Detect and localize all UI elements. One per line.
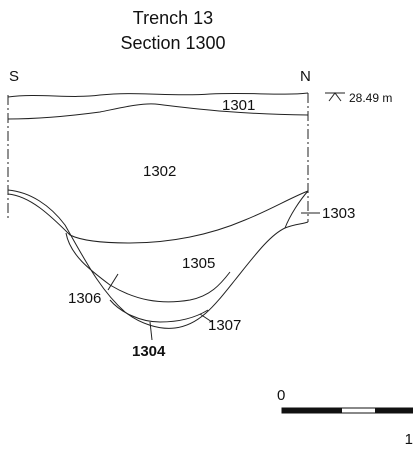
layer-label: 1307 <box>208 317 241 334</box>
direction-label: N <box>300 68 311 85</box>
scale-label: 0 <box>277 387 285 404</box>
section-lines <box>7 92 320 341</box>
layer-label: 1303 <box>322 205 355 222</box>
datum-label: 28.49 m <box>349 91 392 105</box>
direction-label: S <box>9 68 19 85</box>
datum-marker <box>325 92 345 102</box>
layer-label: 1304 <box>132 343 166 360</box>
scale-label: 1 <box>405 431 413 448</box>
layer-label: 1301 <box>222 97 255 114</box>
layer-label: 1305 <box>182 255 215 272</box>
layer-label: 1302 <box>143 163 176 180</box>
subtitle: Section 1300 <box>120 33 225 53</box>
scale-bar <box>281 407 413 414</box>
title: Trench 13 <box>133 8 213 28</box>
layer-label: 1306 <box>68 290 101 307</box>
